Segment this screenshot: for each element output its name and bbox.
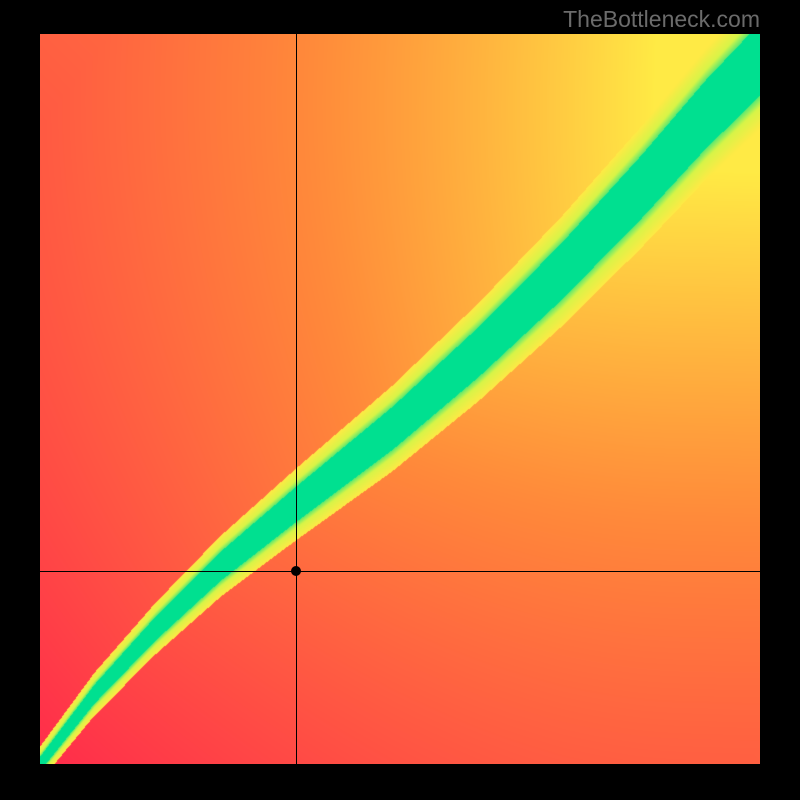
heatmap-canvas: [40, 34, 760, 764]
crosshair-vertical: [296, 34, 297, 764]
heatmap-plot: [40, 34, 760, 764]
attribution-text: TheBottleneck.com: [563, 6, 760, 33]
frame: TheBottleneck.com: [0, 0, 800, 800]
crosshair-horizontal: [40, 571, 760, 572]
marker-dot: [291, 566, 301, 576]
